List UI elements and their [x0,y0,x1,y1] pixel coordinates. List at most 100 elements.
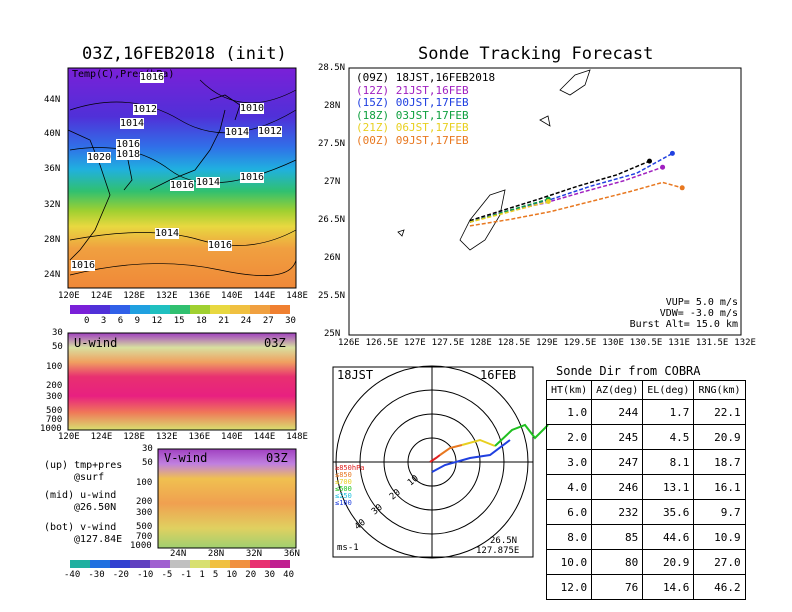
colorbar-tick: 18 [196,316,207,326]
vwind-field [158,449,296,548]
map-lat-tick: 36N [44,164,61,174]
vwind-lat-tick: 28N [207,549,225,559]
vwind-frame [157,448,297,549]
uwind-p-tick: 1000 [40,424,62,434]
colorbar-tick: 10 [226,570,238,580]
vwind-title: V-wind [164,451,208,465]
vwind-p-tick: 50 [142,458,153,468]
isobar-label: 1010 [240,103,265,114]
pressure-legend-entry: ≤500 [335,485,352,493]
sonde-table: HT(km) AZ(deg) EL(deg) RNG(km) 1.0 244 1.7… [545,380,746,600]
polar-hodograph [429,423,549,473]
uwind-lon-tick: 140E [221,432,243,442]
note-mid-sub: @26.50N [74,502,117,513]
colorbar-tick: -1 [180,570,192,580]
legend-entry: (12Z) 21JST,16FEB [356,83,469,97]
track-lon-tick: 130.5E [629,338,663,348]
track-lat-tick: 25N [324,329,341,339]
param-vdw: VDW= -3.0 m/s [659,308,738,319]
uwind-lon-tick: 120E [58,432,80,442]
uwind-p-tick: 30 [52,328,63,338]
table-row: 12.0 76 14.6 46.2 [545,574,746,600]
isobar-label: 1016 [240,172,265,183]
track-lon-tick: 126.5E [365,338,399,348]
temp-colorbar-labels: 0 3 6 9 12 15 18 21 24 27 30 [84,316,296,326]
map-lon-ticks: 120E 124E 128E 132E 136E 140E 144E 148E [58,291,308,301]
map-frame [67,67,297,289]
polar-lon: 127.875E [476,546,520,556]
track-lines [469,150,685,227]
vwind-p-tick: 500 [136,522,153,532]
vwind-lat-tick: 24N [170,549,187,559]
polar-rings [333,365,533,559]
isobar-label: 1014 [155,228,180,239]
colorbar-tick: 40 [283,570,294,580]
colorbar-tick: 5 [212,570,219,580]
track-lat-tick: 28.5N [318,63,346,73]
map-lon-tick: 132E [155,291,178,301]
isobar-label: 1014 [120,118,145,129]
colorbar-tick: 24 [240,316,252,326]
isobar-label: 1012 [258,126,283,137]
note-bot: (bot) v-wind [44,522,117,533]
map-lat-tick: 32N [44,200,61,210]
isobar-label: 1016 [170,180,195,191]
uwind-p-tick: 300 [46,392,63,402]
legend-entry: (21Z) 06JST,17FEB [356,121,469,134]
track-end-point [545,199,551,204]
table-row: 4.0 246 13.1 16.1 [545,474,746,500]
table-header: EL(deg) [642,380,695,400]
pressure-legend-entry: ≤250 [335,492,352,500]
track-lat-tick: 26.5N [318,215,346,225]
polar-lat: 26.5N [490,536,518,546]
colorbar-tick: -5 [161,570,173,580]
track-end-point [647,158,652,164]
uwind-time: 03Z [264,336,286,350]
track-lon-tick: 127E [404,338,426,348]
isobar-label: 1018 [116,149,141,160]
polar-unit: ms-1 [337,543,359,553]
track-lon-tick: 130E [602,338,624,348]
isobar-label: 1014 [196,177,221,188]
map-lon-tick: 124E [90,291,113,301]
track-lat-tick: 27.5N [318,139,346,149]
tracking-title: Sonde Tracking Forecast [418,44,654,64]
pressure-legend: ≥850hPa ≤850 ≤700 ≤500 ≤250 ≤100 [335,465,365,507]
table-header: HT(km) [545,380,593,400]
uwind-p-tick: 50 [52,342,63,352]
vwind-lat-tick: 36N [283,549,300,559]
map-overlay-label: Temp(C),Pres(hPa) [72,69,175,80]
pressure-legend-entry: ≥850hPa [335,464,365,472]
polar-time: 18JST [337,368,374,382]
colorbar-tick: 15 [173,316,185,326]
note-up: (up) tmp+pres [44,460,123,471]
track-lon-tick: 129E [536,338,558,348]
legend-entry: (09Z) 18JST,16FEB2018 [356,71,496,84]
track-lat-tick: 25.5N [318,291,346,301]
legend-entry: (00Z) 09JST,17FEB [356,133,469,147]
param-vup: VUP= 5.0 m/s [665,297,738,308]
isobar-label: 1016 [140,72,165,83]
track-series-line [469,200,549,223]
table-row: 8.0 85 44.6 10.9 [545,524,746,550]
track-lat-tick: 26N [324,253,341,263]
track-lon-tick: 127.5E [431,338,465,348]
isobar-label: 1016 [208,240,233,251]
vwind-p-tick: 1000 [130,541,152,551]
colorbar-tick: 9 [134,316,140,326]
tracking-coastline [397,69,591,251]
uwind-field [68,333,296,430]
tracking-legend: (09Z) 18JST,16FEB2018 (12Z) 21JST,16FEB … [356,71,496,147]
colorbar-tick: -40 [64,570,81,580]
note-mid: (mid) u-wind [44,490,117,501]
track-series-line [469,160,650,222]
map-lon-tick: 140E [221,291,243,301]
map-lat-tick: 28N [44,235,61,245]
colorbar-tick: 1 [199,570,205,580]
isobar-label: 1014 [225,127,250,138]
sonde-table-title: Sonde Dir from COBRA [556,364,701,378]
pressure-legend-entry: ≤100 [335,499,352,507]
uwind-lon-tick: 128E [123,432,145,442]
pressure-legend-entry: ≤700 [335,478,352,486]
uwind-lon-tick: 124E [90,432,113,442]
